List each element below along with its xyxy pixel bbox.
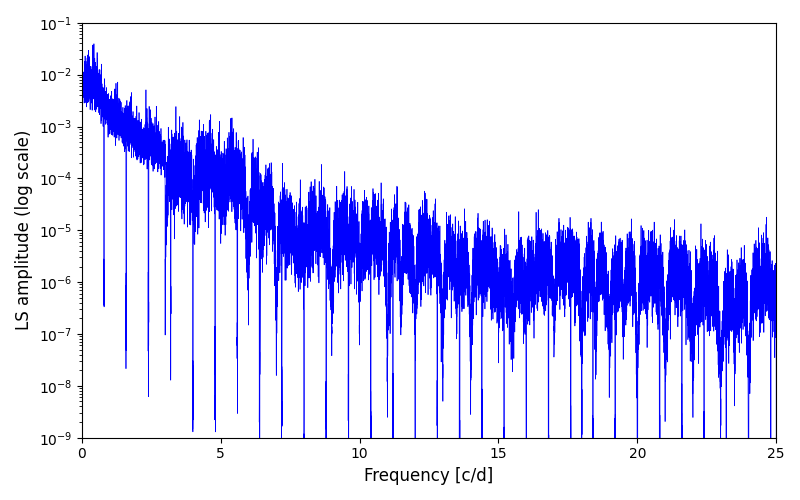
Y-axis label: LS amplitude (log scale): LS amplitude (log scale)	[15, 130, 33, 330]
X-axis label: Frequency [c/d]: Frequency [c/d]	[364, 467, 494, 485]
